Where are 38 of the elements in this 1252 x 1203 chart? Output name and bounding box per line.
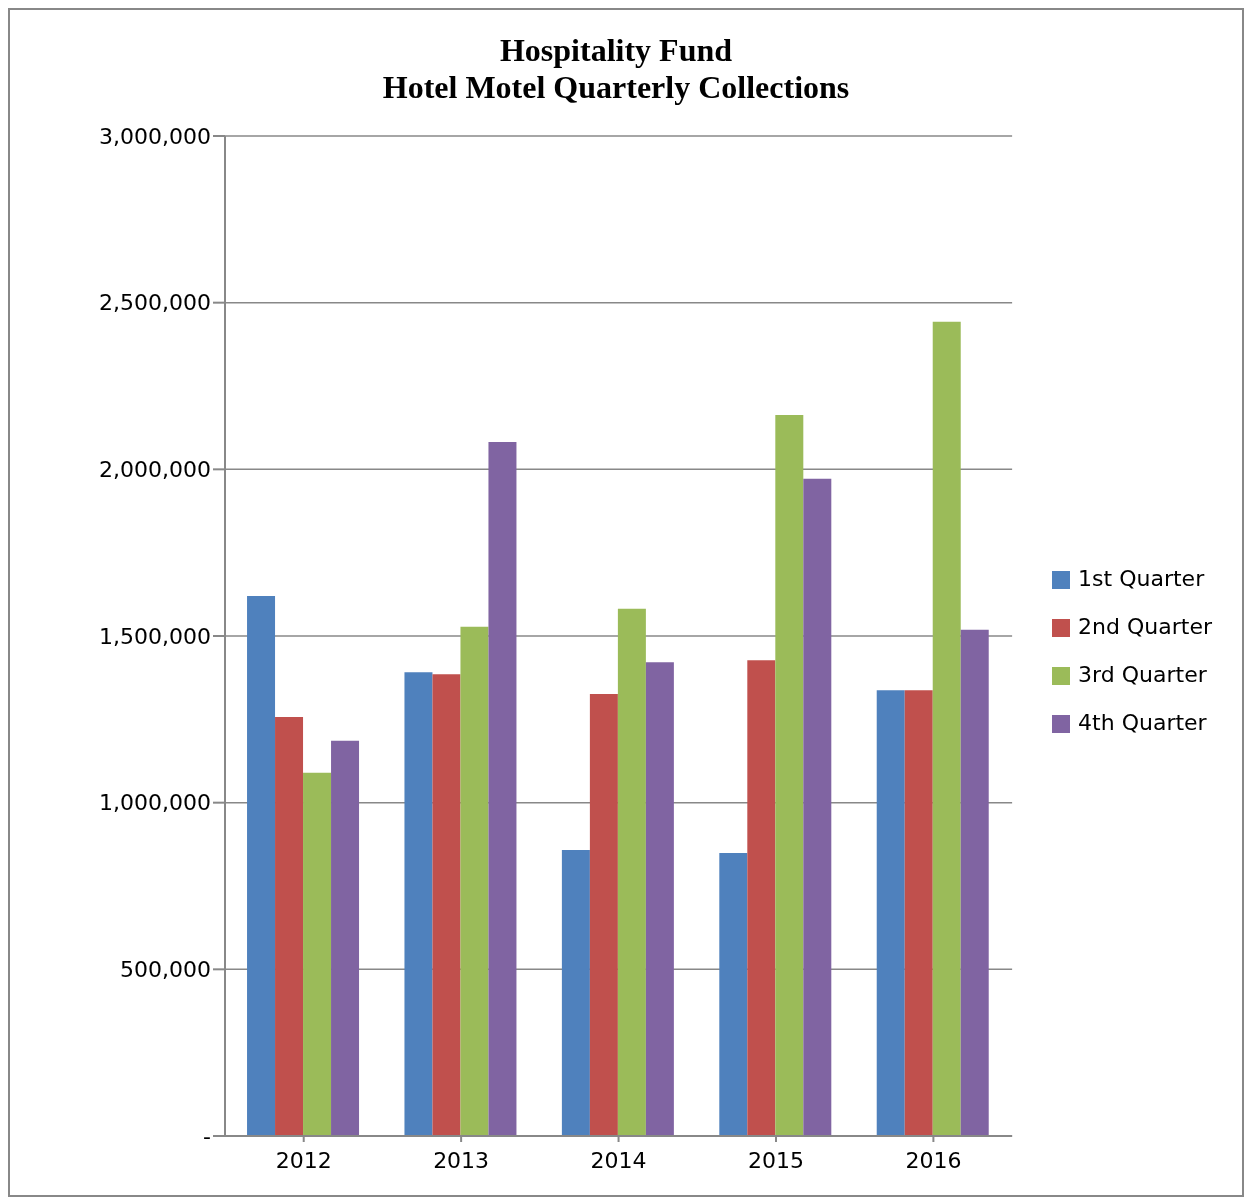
y-tick-label: 2,500,000 <box>99 290 211 316</box>
bar <box>303 772 332 1136</box>
bar <box>803 478 832 1136</box>
x-tick-label: 2016 <box>905 1147 962 1173</box>
y-tick-label: 2,000,000 <box>99 457 211 483</box>
bar <box>904 690 933 1136</box>
y-tick-label: 1,000,000 <box>99 790 211 816</box>
bar <box>960 629 989 1136</box>
chart-subtitle: Hotel Motel Quarterly Collections <box>381 69 851 106</box>
x-tick-label: 2012 <box>275 1147 332 1173</box>
bar <box>645 662 674 1136</box>
legend-label: 3rd Quarter <box>1078 662 1207 687</box>
bar <box>247 596 276 1136</box>
bar <box>460 626 489 1136</box>
bar <box>775 415 804 1136</box>
chart-title: Hospitality Fund <box>498 32 734 69</box>
y-tick-label: 500,000 <box>120 957 211 983</box>
bar <box>876 690 905 1136</box>
bar <box>617 608 646 1136</box>
bar <box>719 853 748 1136</box>
bar <box>432 674 461 1136</box>
x-tick-label: 2015 <box>747 1147 804 1173</box>
x-tick-label: 2014 <box>590 1147 647 1173</box>
y-tick-label: - <box>203 1123 211 1149</box>
bar <box>275 717 304 1136</box>
legend-label: 4th Quarter <box>1078 710 1207 735</box>
legend-label: 1st Quarter <box>1078 566 1205 591</box>
bar <box>561 850 590 1136</box>
bar <box>404 672 433 1136</box>
x-tick-label: 2013 <box>433 1147 490 1173</box>
bar <box>331 740 360 1136</box>
legend-label: 2nd Quarter <box>1078 614 1212 639</box>
bar <box>589 694 618 1136</box>
bar <box>488 442 517 1136</box>
y-tick-label: 3,000,000 <box>99 123 211 149</box>
y-tick-label: 1,500,000 <box>99 623 211 649</box>
bar <box>932 321 961 1136</box>
bar <box>747 660 776 1136</box>
